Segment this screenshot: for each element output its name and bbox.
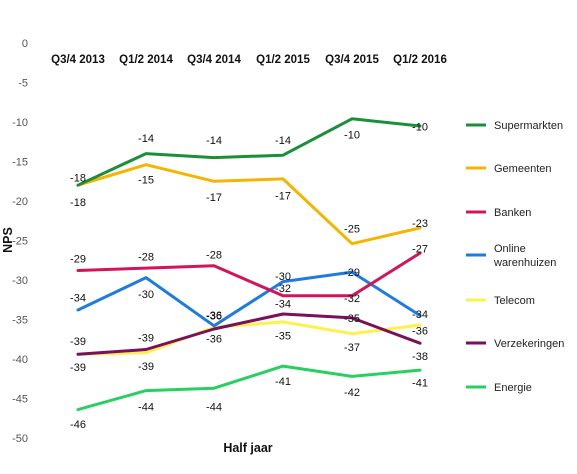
data-label: -36 [206, 333, 222, 345]
data-label: -14 [138, 133, 154, 145]
legend-item: Gemeenten [466, 163, 551, 175]
data-label: -34 [70, 292, 86, 304]
data-label: -32 [275, 283, 291, 295]
y-tick-label: -15 [12, 157, 28, 169]
x-axis-title: Half jaar [223, 441, 272, 455]
data-label: -14 [206, 135, 222, 147]
legend-item: Online warenhuizen [466, 243, 556, 269]
legend-label: Telecom [494, 295, 535, 307]
legend-label: Supermarkten [494, 120, 563, 132]
x-tick-label: Q1/2 2014 [119, 54, 173, 66]
data-label: -18 [70, 172, 86, 184]
data-label: -38 [412, 351, 428, 363]
data-label: -46 [70, 419, 86, 431]
x-tick-label: Q3/4 2014 [187, 54, 241, 66]
data-label: -32 [344, 293, 360, 305]
data-label: -35 [344, 313, 360, 325]
data-label: -36 [206, 310, 222, 322]
data-label: -30 [275, 271, 291, 283]
data-label: -41 [412, 378, 428, 390]
data-label: -39 [70, 362, 86, 374]
y-axis: 0 -5 -10 -15 -20 -25 -30 -35 -40 -45 -50 [12, 38, 28, 445]
legend: Supermarkten Gemeenten Banken Online warenhu… [466, 120, 564, 394]
data-label: -25 [344, 224, 360, 236]
data-label: -41 [275, 376, 291, 388]
data-label: -15 [138, 175, 154, 187]
y-tick-label: -50 [12, 433, 28, 445]
y-tick-label: 0 [22, 38, 28, 50]
data-label: -17 [275, 190, 291, 202]
data-label: -42 [344, 387, 360, 399]
y-tick-label: -10 [12, 117, 28, 129]
x-axis: Q3/4 2013 Q1/2 2014 Q3/4 2014 Q1/2 2015 Q3/4… [51, 54, 447, 66]
series-lines [76, 117, 422, 412]
data-label: -17 [206, 192, 222, 204]
data-label: -34 [275, 299, 291, 311]
data-labels: -18 -18 -14 -15 -14 -17 -14 -17 -10 -25 -10 -23 -29 -… [70, 122, 428, 431]
data-label: -29 [344, 267, 360, 279]
data-label: -29 [70, 254, 86, 266]
y-tick-label: -30 [12, 275, 28, 287]
data-label: -18 [70, 197, 86, 209]
legend-item: Supermarkten [466, 120, 563, 132]
data-label: -14 [275, 135, 291, 147]
data-label: -34 [412, 309, 428, 321]
data-label: -10 [344, 130, 360, 142]
data-label: -37 [344, 342, 360, 354]
data-label: -28 [206, 250, 222, 262]
y-tick-label: -40 [12, 354, 28, 366]
y-tick-label: -25 [12, 236, 28, 248]
legend-label: Online warenhuizen [493, 243, 556, 269]
data-label: -44 [206, 401, 222, 413]
y-tick-label: -20 [12, 196, 28, 208]
x-tick-label: Q3/4 2015 [325, 54, 379, 66]
x-tick-label: Q1/2 2015 [256, 54, 310, 66]
x-tick-label: Q1/2 2016 [393, 54, 447, 66]
legend-item: Verzekeringen [466, 338, 564, 350]
legend-item: Banken [466, 207, 531, 219]
data-label: -10 [412, 122, 428, 134]
y-tick-label: -5 [18, 78, 28, 90]
data-label: -35 [275, 330, 291, 342]
series-line-energie [76, 364, 422, 412]
data-label: -39 [138, 361, 154, 373]
y-tick-label: -35 [12, 315, 28, 327]
legend-label: Banken [494, 207, 531, 219]
data-label: -36 [206, 311, 222, 323]
series-line-verzekeringen [76, 312, 422, 356]
data-label: -36 [412, 326, 428, 338]
legend-item: Telecom [466, 295, 535, 307]
legend-label: Verzekeringen [494, 338, 564, 350]
data-label: -39 [138, 333, 154, 345]
y-tick-label: -45 [12, 394, 28, 406]
series-line-supermarkten [76, 117, 422, 187]
data-label: -27 [412, 243, 428, 255]
legend-label: Energie [494, 382, 532, 394]
data-label: -39 [70, 336, 86, 348]
series-line-online-warenhuizen [76, 270, 422, 328]
series-line-gemeenten [76, 163, 422, 246]
data-label: -23 [412, 218, 428, 230]
legend-item: Energie [466, 382, 532, 394]
data-label: -44 [138, 401, 154, 413]
y-axis-title: NPS [1, 227, 15, 253]
data-label: -28 [138, 251, 154, 263]
data-label: -30 [138, 289, 154, 301]
series-line-banken [76, 251, 422, 298]
x-tick-label: Q3/4 2013 [51, 54, 105, 66]
legend-label: Gemeenten [494, 163, 551, 175]
series-line-telecom [76, 320, 422, 356]
